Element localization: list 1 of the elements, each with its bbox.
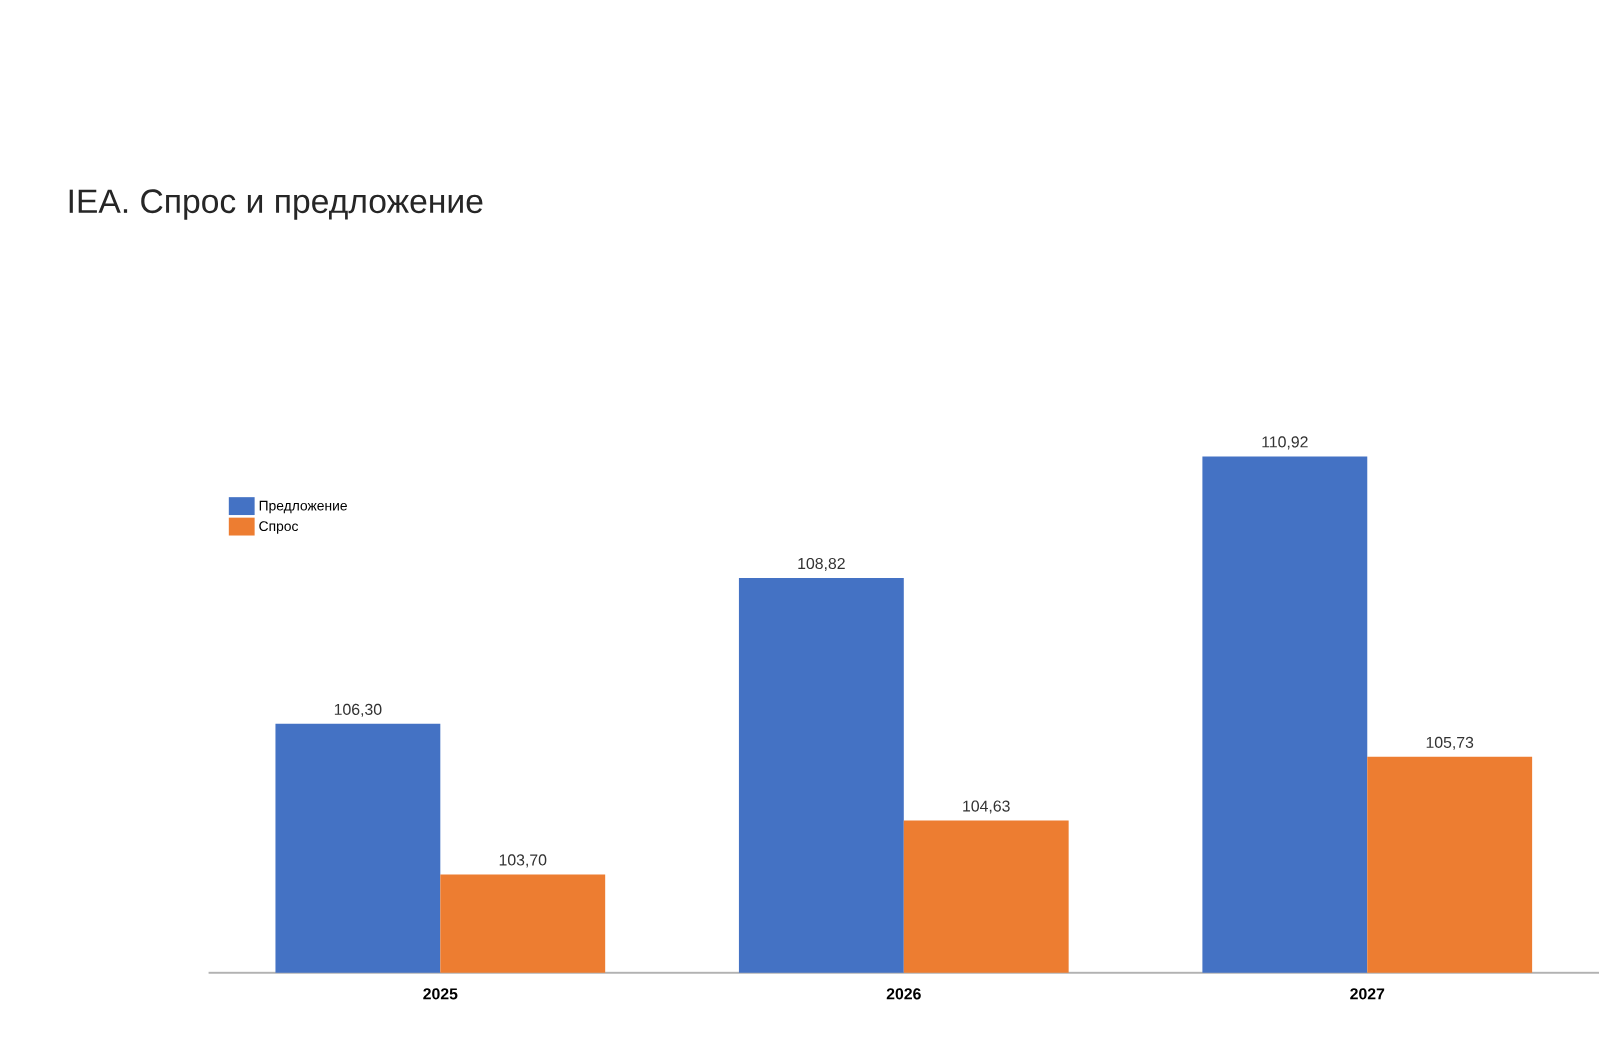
- chart-title: IEA. Спрос и предложение: [69, 188, 483, 220]
